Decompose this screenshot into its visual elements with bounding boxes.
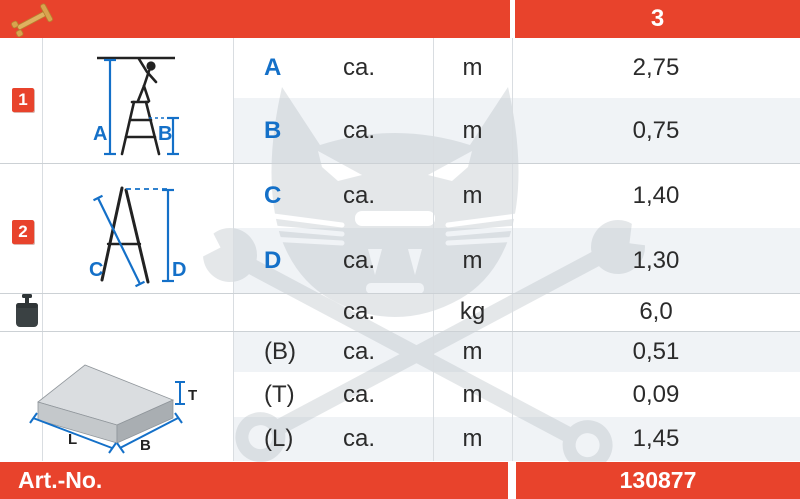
row-label bbox=[264, 293, 334, 331]
diagram-label-l: L bbox=[68, 431, 77, 448]
diagram-label-b: B bbox=[158, 123, 172, 145]
row-tint-pack-l bbox=[233, 417, 800, 461]
row-unit: m bbox=[462, 182, 483, 209]
row-unit: m bbox=[462, 381, 483, 408]
row-unit: kg bbox=[459, 298, 486, 325]
section-2-badge: 2 bbox=[12, 220, 34, 244]
row-value: 0,09 bbox=[632, 381, 680, 408]
ladder-folded-diagram: C D bbox=[89, 186, 186, 288]
row-approx: ca. bbox=[343, 182, 376, 209]
row-unit: m bbox=[462, 338, 483, 365]
row-label: D bbox=[264, 247, 282, 274]
diagram-label-t: T bbox=[188, 387, 197, 404]
grid-vline-3 bbox=[433, 38, 434, 461]
footer-artno-label: Art.-No. bbox=[0, 462, 449, 499]
diagram-label-a: A bbox=[93, 123, 107, 145]
row-value: 1,40 bbox=[632, 182, 680, 209]
ladder-hook-icon bbox=[11, 3, 53, 37]
row-label: C bbox=[264, 182, 282, 209]
row-approx: ca. bbox=[343, 117, 376, 144]
row-approx: ca. bbox=[343, 54, 376, 81]
ladder-open-diagram: A B bbox=[93, 56, 179, 156]
row-value: 2,75 bbox=[632, 54, 680, 81]
row-unit: m bbox=[462, 247, 483, 274]
row-value: 6,0 bbox=[639, 298, 673, 325]
row-approx: ca. bbox=[343, 338, 376, 365]
row-tint-d bbox=[233, 228, 800, 293]
row-approx: ca. bbox=[343, 298, 376, 325]
row-value: 0,51 bbox=[632, 338, 680, 365]
diagram-label-b: B bbox=[140, 437, 151, 454]
header-bar-left bbox=[0, 0, 510, 38]
row-label: (L) bbox=[264, 425, 294, 452]
row-value: 0,75 bbox=[632, 117, 680, 144]
row-tint-b bbox=[233, 98, 800, 164]
row-unit: m bbox=[462, 425, 483, 452]
row-approx: ca. bbox=[343, 247, 376, 274]
grid-vline-2 bbox=[233, 38, 234, 461]
row-unit: m bbox=[462, 54, 483, 81]
grid-vline-4 bbox=[512, 38, 513, 461]
row-label: (T) bbox=[264, 381, 295, 408]
footer-artno-value: 130877 bbox=[516, 462, 800, 499]
header-size-column: 3 bbox=[515, 0, 800, 38]
grid-vline-1 bbox=[42, 38, 43, 461]
row-label: B bbox=[264, 117, 282, 144]
row-approx: ca. bbox=[343, 381, 376, 408]
panther-watermark bbox=[170, 55, 670, 475]
grid-hline-3 bbox=[0, 331, 800, 332]
row-unit: m bbox=[462, 117, 483, 144]
row-label: (B) bbox=[264, 338, 296, 365]
diagram-label-d: D bbox=[172, 259, 186, 281]
row-approx: ca. bbox=[343, 425, 376, 452]
row-value: 1,30 bbox=[632, 247, 680, 274]
section-1-badge: 1 bbox=[12, 88, 34, 112]
row-value: 1,45 bbox=[632, 425, 680, 452]
grid-hline-2 bbox=[0, 293, 800, 294]
grid-hline-1 bbox=[0, 163, 800, 164]
diagram-label-c: C bbox=[89, 259, 103, 281]
row-tint-pack-b bbox=[233, 331, 800, 372]
footer-spacer bbox=[440, 462, 508, 499]
row-label: A bbox=[264, 54, 282, 81]
weight-icon bbox=[16, 294, 38, 327]
package-box-diagram: T L B bbox=[29, 364, 197, 454]
